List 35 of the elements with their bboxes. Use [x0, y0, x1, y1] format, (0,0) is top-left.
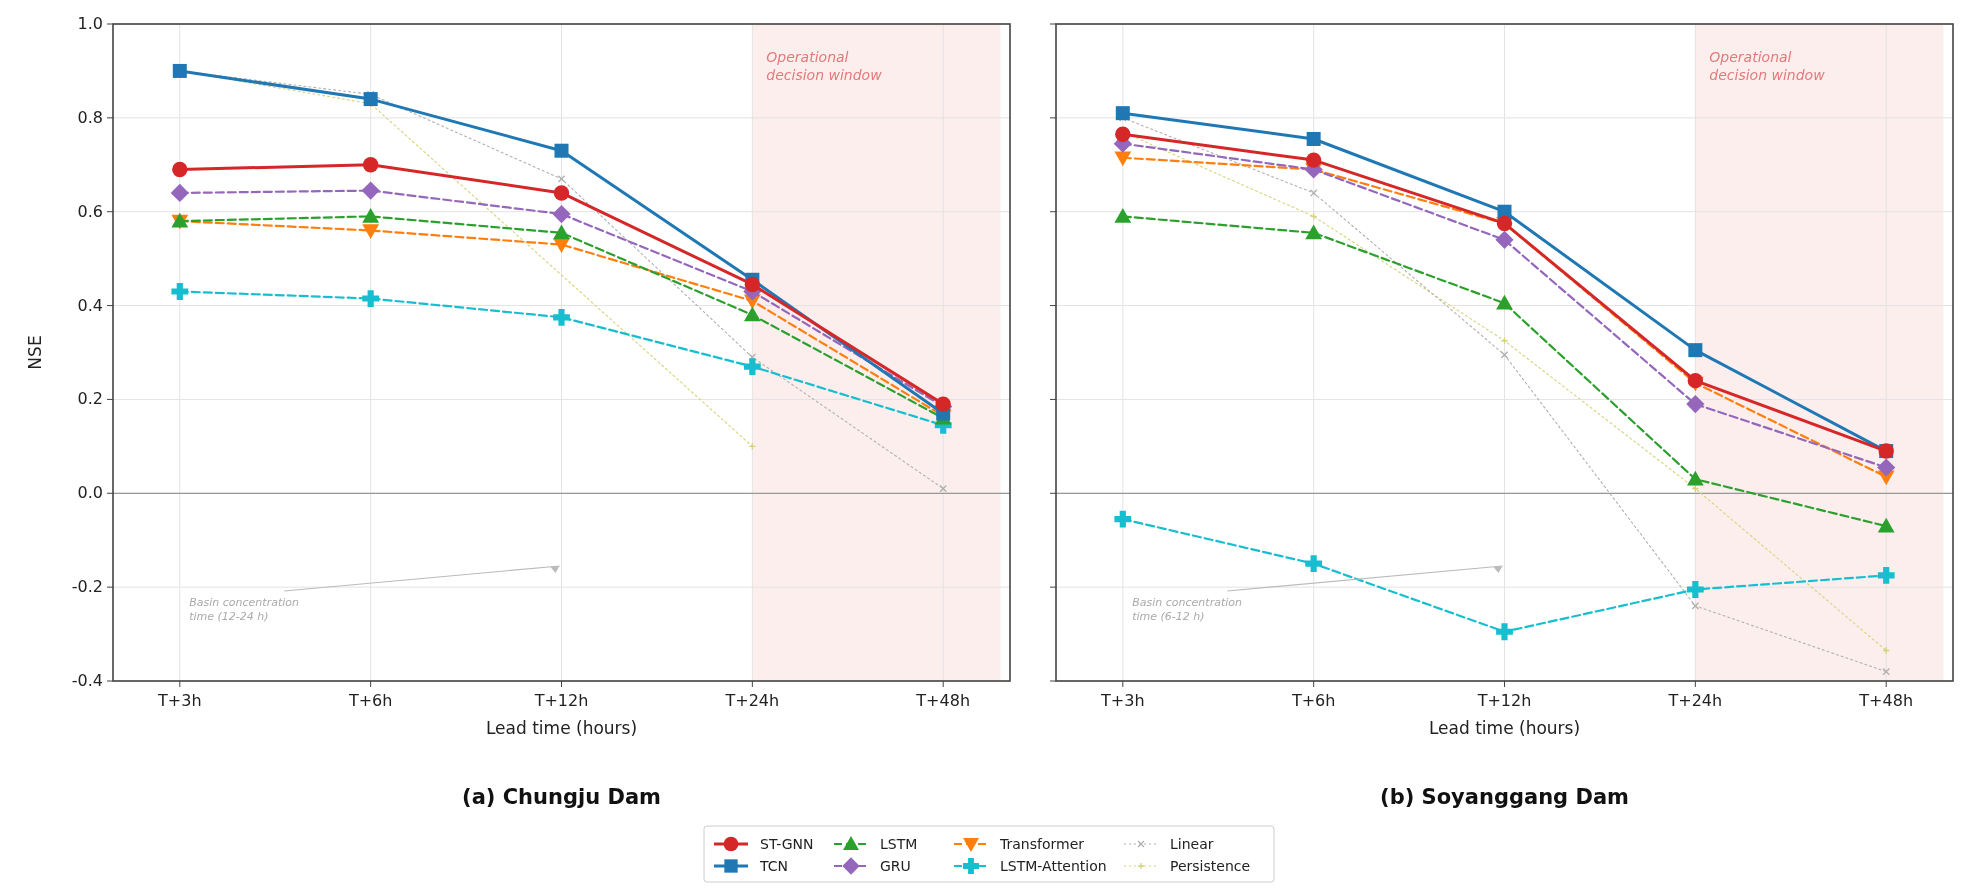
x-tick-label: T+3h — [1100, 691, 1145, 710]
legend-label: LSTM-Attention — [1000, 858, 1107, 874]
band-label: Operational decision window — [1709, 49, 1826, 83]
legend-label: GRU — [880, 858, 911, 874]
y-tick-label: -0.4 — [71, 671, 103, 690]
x-tick-label: T+48h — [1858, 691, 1914, 710]
x-tick-label: T+48h — [915, 691, 971, 710]
y-tick-label: 0.8 — [77, 107, 103, 127]
x-tick-label: T+12h — [533, 691, 589, 710]
text: (a) Chungju Dam — [462, 785, 661, 809]
x-axis-title: Lead time (hours) — [485, 718, 638, 738]
y-tick-label: 0.4 — [77, 295, 103, 315]
legend-label: Transformer — [999, 836, 1085, 852]
y-tick-label: 0.2 — [77, 389, 103, 409]
y-tick-label: -0.2 — [71, 577, 103, 597]
legend-label: LSTM — [880, 836, 918, 852]
band-label: Operational decision window — [766, 49, 883, 83]
annotation: Basin concentration time (12-24 h) — [189, 596, 299, 623]
legend-label: TCN — [759, 858, 788, 874]
x-tick-label: T+3h — [157, 691, 202, 710]
x-tick-label: T+6h — [347, 691, 393, 710]
x-tick-label: T+6h — [1290, 691, 1336, 710]
x-tick-label: T+24h — [724, 691, 780, 710]
legend-label: Linear — [1170, 836, 1214, 852]
y-tick-label: 0.0 — [77, 483, 103, 503]
x-tick-label: T+24h — [1667, 691, 1723, 710]
legend-label: ST-GNN — [760, 836, 814, 852]
y-axis-title: NSE — [25, 335, 45, 370]
y-tick-label: 1.0 — [77, 14, 103, 33]
text: (b) Soyanggang Dam — [1380, 785, 1629, 809]
annotation: Basin concentration time (6-12 h) — [1132, 596, 1242, 623]
x-tick-label: T+12h — [1476, 691, 1532, 710]
x-axis-title: Lead time (hours) — [1428, 718, 1581, 738]
legend-label: Persistence — [1170, 858, 1251, 874]
y-tick-label: 0.6 — [77, 201, 103, 221]
